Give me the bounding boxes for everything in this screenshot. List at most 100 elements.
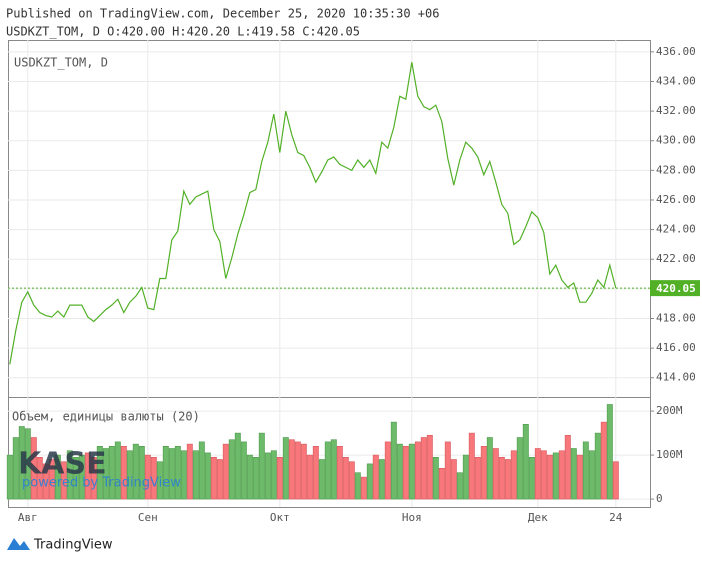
volume-bar [30,437,37,500]
volume-bar [120,446,127,500]
volume-bar [186,443,193,500]
volume-bar [342,457,349,500]
volume-bar [258,432,265,500]
volume-bar [42,463,49,500]
volume-bar [18,426,25,500]
volume-bar [270,450,277,500]
volume-bar [138,446,145,500]
volume-bar [480,446,487,500]
volume-tick-label: 0 [656,492,663,505]
volume-bar [468,432,475,500]
grid [8,40,650,507]
volume-bar [528,457,535,500]
volume-bar [282,437,289,500]
volume-legend: Объем, единицы валюты (20) [12,410,200,424]
watermark-sub: powered by TradingView [22,476,181,491]
volume-bar [492,448,499,500]
volume-bar [240,441,247,500]
published: Published on TradingView.com, December 2… [6,7,439,21]
volume-bar [582,441,589,500]
volume-bar [588,450,595,500]
volume-bar [402,446,409,500]
volume-bar [24,428,31,500]
volume-bar [198,441,205,500]
price-line [9,62,617,365]
volume-bar [108,446,115,500]
volume-bar [114,441,121,500]
volume-bar [516,437,523,500]
volume-bar [288,439,295,500]
marks [6,62,650,500]
volume-bar [252,457,259,500]
volume-bar [348,461,355,500]
y-tick-label: 432.00 [656,104,696,117]
volume-bar [96,446,103,500]
x-tick-label: Сен [138,511,158,524]
volume-bar [474,457,481,500]
volume-bar [300,443,307,500]
volume-tick-label: 100M [656,448,683,461]
volume-bar [54,454,61,500]
x-tick-label: Ноя [402,511,422,524]
brand: TradingView [33,538,113,553]
volume-bar [570,448,577,500]
x-tick-label: 24 [609,511,623,524]
x-tick-label: Окт [270,511,290,524]
volume-bar [396,443,403,500]
volume-bar [522,424,529,500]
volume-bar [552,452,559,500]
y-tick-label: 424.00 [656,223,696,236]
volume-bar [408,443,415,500]
volume-bar [498,457,505,500]
volume-bar [174,446,181,500]
volume-bar [546,454,553,500]
volume-bar [462,454,469,500]
volume-bar [264,452,271,500]
volume-bar [414,441,421,500]
volume-bar [330,439,337,500]
y-tick-label: 434.00 [656,74,696,87]
volume-bar [312,446,319,500]
volume-bar [222,443,229,500]
last-price-box [650,280,700,297]
y-tick-label: 418.00 [656,311,696,324]
volume-bar [384,441,391,500]
y-tick-label: 430.00 [656,134,696,147]
volume-bar [90,457,97,500]
volume-bar [426,435,433,500]
y-tick-label: 428.00 [656,163,696,176]
volume-bar [558,450,565,500]
volume-bar [162,446,169,500]
last-price-label: 420.05 [656,282,696,295]
volume-bar [246,454,253,500]
volume-bar [216,459,223,500]
volume-bar [12,437,19,500]
volume-bar [336,446,343,500]
volume-bar [228,439,235,500]
volume-bar [564,435,571,500]
volume-bar [78,454,85,500]
volume-bar [210,457,217,500]
volume-bar [60,461,67,500]
y-tick-label: 426.00 [656,193,696,206]
volume-bar [600,421,607,500]
volume-bar [234,432,241,500]
x-tick-label: Авг [18,511,38,524]
y-tick-label: 422.00 [656,252,696,265]
volume-bar [606,404,613,500]
volume-bar [612,461,619,500]
volume-bar [102,448,109,500]
volume-bar [450,459,457,500]
volume-tick-label: 200M [656,404,683,417]
volume-bar [72,457,79,500]
volume-bar [150,457,157,500]
volume-bar [132,443,139,500]
volume-bar [372,454,379,500]
volume-bar [156,461,163,500]
volume-bar [306,454,313,500]
volume-bar [420,437,427,500]
volume-bar [438,468,445,500]
volume-bar [540,450,547,500]
volume-bar [318,459,325,500]
